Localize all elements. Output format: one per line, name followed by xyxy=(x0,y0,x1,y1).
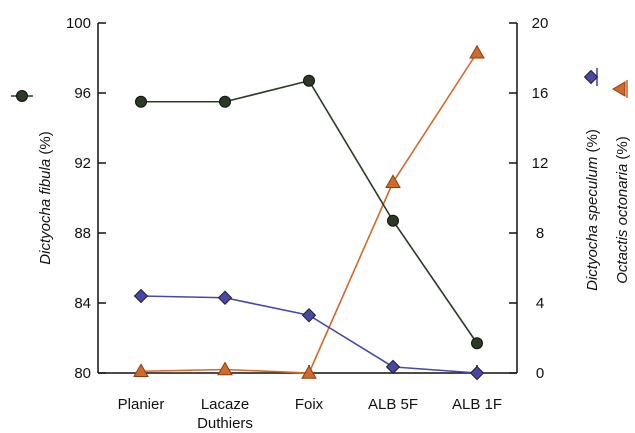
series-line-octonaria xyxy=(140,52,478,374)
series-line-fibula xyxy=(141,79,478,344)
right-tick-label: 16 xyxy=(532,85,549,102)
x-tick-label: Foix xyxy=(295,396,324,413)
right-axis-title-unit: (%) xyxy=(614,136,631,159)
right-axis-title: Octactis octonaria (%) xyxy=(614,136,631,284)
data-point-fibula xyxy=(135,95,147,108)
legend-marker-speculum xyxy=(583,69,599,85)
left-tick-label: 84 xyxy=(74,295,91,312)
right-axis-title: Dictyocha speculum (%) xyxy=(584,129,601,291)
x-tick-label-line: ALB 5F xyxy=(368,396,418,413)
left-tick-label: 88 xyxy=(74,225,91,242)
x-tick-label-line: ALB 1F xyxy=(452,396,502,413)
x-tick-label: Planier xyxy=(118,396,165,413)
data-point-fibula xyxy=(219,95,231,108)
data-point-speculum xyxy=(133,288,149,304)
data-point-speculum xyxy=(301,308,317,323)
data-point-octonaria xyxy=(385,174,401,188)
data-point-fibula xyxy=(387,214,399,227)
legend-icons xyxy=(11,68,628,102)
right-axis-title-text: Dictyocha speculum xyxy=(584,152,601,290)
right-axis-title-unit: (%) xyxy=(584,129,601,152)
right-axis-title-text: Octactis octonaria xyxy=(614,160,631,284)
axes: 80 84 88 92 96 100 0 4 8 12 16 20 Planier Lacaze Duthi… xyxy=(66,15,548,432)
left-axis-title: Dictyocha fibula (%) xyxy=(37,131,54,264)
series-layer xyxy=(133,44,485,381)
data-point-octonaria xyxy=(217,361,233,376)
x-tick-label: Lacaze Duthiers xyxy=(197,396,253,432)
left-tick-label: 92 xyxy=(74,155,91,172)
data-point-octonaria xyxy=(301,364,317,379)
data-point-speculum xyxy=(385,359,401,375)
right-tick-label: 12 xyxy=(532,155,549,172)
data-point-fibula xyxy=(471,337,483,350)
data-point-octonaria xyxy=(469,44,485,59)
data-point-speculum xyxy=(217,290,233,305)
data-point-octonaria xyxy=(133,363,149,377)
x-tick-label: ALB 1F xyxy=(452,396,502,413)
x-tick-label: ALB 5F xyxy=(368,396,418,413)
x-tick-label-line: Foix xyxy=(295,396,324,413)
left-tick-label: 96 xyxy=(74,85,91,102)
data-point-fibula xyxy=(303,74,315,87)
legend-marker-fibula xyxy=(16,90,28,102)
right-tick-label: 20 xyxy=(532,15,549,32)
series-line-speculum xyxy=(140,295,478,374)
x-tick-label-line: Lacaze xyxy=(201,396,249,413)
left-axis-title-unit: (%) xyxy=(37,131,54,154)
x-tick-label-line: Planier xyxy=(118,396,165,413)
x-tick-label-line: Duthiers xyxy=(197,415,253,432)
legend-marker-octonaria xyxy=(612,81,626,97)
left-axis-title-text: Dictyocha fibula xyxy=(37,155,54,265)
left-tick-label: 80 xyxy=(74,365,91,382)
right-tick-label: 8 xyxy=(536,225,544,242)
right-tick-label: 4 xyxy=(536,295,544,312)
left-tick-label: 100 xyxy=(66,15,91,32)
axis-labels: Dictyocha fibula (%)Dictyocha speculum (… xyxy=(37,129,631,291)
right-tick-label: 0 xyxy=(536,365,544,382)
data-point-speculum xyxy=(469,365,485,381)
